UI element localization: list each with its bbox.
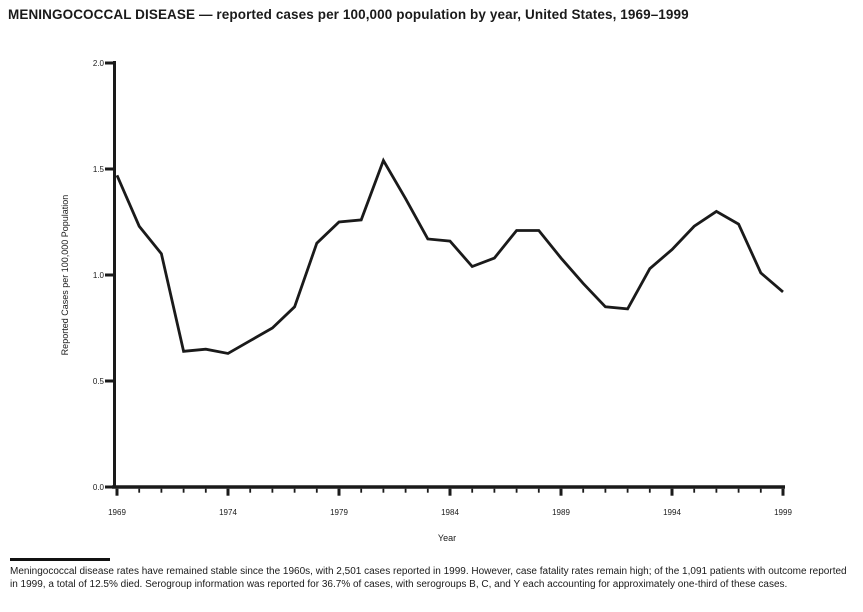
y-tick-label: 1.0 <box>93 271 105 280</box>
y-tick-label: 1.5 <box>93 165 105 174</box>
x-axis-title: Year <box>438 533 456 543</box>
chart-title: MENINGOCOCCAL DISEASE — reported cases p… <box>8 7 689 22</box>
y-axis-title: Reported Cases per 100,000 Population <box>60 195 70 356</box>
y-tick-label: 0.0 <box>93 483 105 492</box>
line-chart: 0.0 0.5 1.0 1.5 2.0 1969 1974 1979 1984 1989 1994 1… <box>60 59 792 543</box>
x-tick-label: 1979 <box>330 508 348 517</box>
footnote-text: Meningococcal disease rates have remaine… <box>10 566 847 591</box>
x-tick-label: 1984 <box>441 508 459 517</box>
y-tick-label: 2.0 <box>93 59 105 68</box>
x-tick-label: 1989 <box>552 508 570 517</box>
footnote-rule <box>10 558 110 561</box>
x-tick-label: 1969 <box>108 508 126 517</box>
y-tick-label: 0.5 <box>93 377 105 386</box>
data-line <box>115 157 784 355</box>
x-tick-label: 1999 <box>774 508 792 517</box>
x-tick-label: 1974 <box>219 508 237 517</box>
x-tick-label: 1994 <box>663 508 681 517</box>
